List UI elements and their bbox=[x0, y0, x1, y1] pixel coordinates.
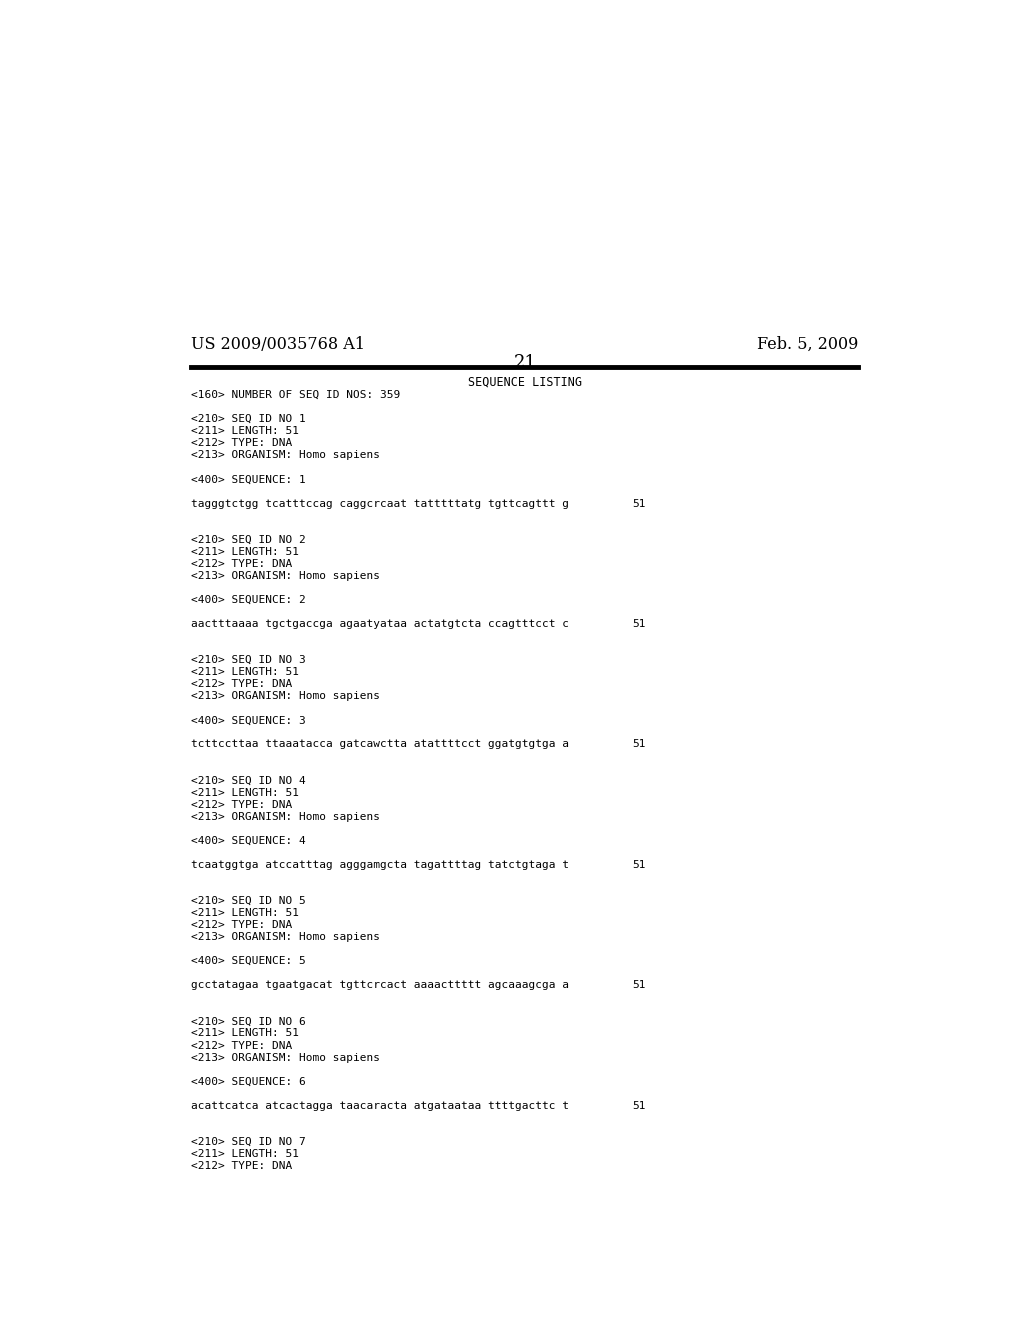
Text: 51: 51 bbox=[632, 981, 645, 990]
Text: <212> TYPE: DNA: <212> TYPE: DNA bbox=[191, 1040, 293, 1051]
Text: US 2009/0035768 A1: US 2009/0035768 A1 bbox=[191, 335, 366, 352]
Text: <211> LENGTH: 51: <211> LENGTH: 51 bbox=[191, 788, 299, 797]
Text: 51: 51 bbox=[632, 499, 645, 508]
Text: tcaatggtga atccatttag agggamgcta tagattttag tatctgtaga t: tcaatggtga atccatttag agggamgcta tagattt… bbox=[191, 859, 569, 870]
Text: <213> ORGANISM: Homo sapiens: <213> ORGANISM: Homo sapiens bbox=[191, 450, 381, 461]
Text: <212> TYPE: DNA: <212> TYPE: DNA bbox=[191, 1162, 293, 1171]
Text: 51: 51 bbox=[632, 859, 645, 870]
Text: tcttccttaa ttaaatacca gatcawctta atattttcct ggatgtgtga a: tcttccttaa ttaaatacca gatcawctta atatttt… bbox=[191, 739, 569, 750]
Text: <212> TYPE: DNA: <212> TYPE: DNA bbox=[191, 800, 293, 809]
Text: <210> SEQ ID NO 5: <210> SEQ ID NO 5 bbox=[191, 896, 306, 906]
Text: <210> SEQ ID NO 7: <210> SEQ ID NO 7 bbox=[191, 1137, 306, 1147]
Text: <210> SEQ ID NO 2: <210> SEQ ID NO 2 bbox=[191, 535, 306, 545]
Text: <210> SEQ ID NO 3: <210> SEQ ID NO 3 bbox=[191, 655, 306, 665]
Text: <212> TYPE: DNA: <212> TYPE: DNA bbox=[191, 558, 293, 569]
Text: aactttaaaa tgctgaccga agaatyataa actatgtcta ccagtttcct c: aactttaaaa tgctgaccga agaatyataa actatgt… bbox=[191, 619, 569, 630]
Text: <213> ORGANISM: Homo sapiens: <213> ORGANISM: Homo sapiens bbox=[191, 570, 381, 581]
Text: gcctatagaa tgaatgacat tgttcrcact aaaacttttt agcaaagcga a: gcctatagaa tgaatgacat tgttcrcact aaaactt… bbox=[191, 981, 569, 990]
Text: <211> LENGTH: 51: <211> LENGTH: 51 bbox=[191, 1028, 299, 1039]
Text: tagggtctgg tcatttccag caggcrcaat tatttttatg tgttcagttt g: tagggtctgg tcatttccag caggcrcaat tattttt… bbox=[191, 499, 569, 508]
Text: <400> SEQUENCE: 2: <400> SEQUENCE: 2 bbox=[191, 595, 306, 605]
Text: <400> SEQUENCE: 3: <400> SEQUENCE: 3 bbox=[191, 715, 306, 725]
Text: <211> LENGTH: 51: <211> LENGTH: 51 bbox=[191, 1148, 299, 1159]
Text: <210> SEQ ID NO 6: <210> SEQ ID NO 6 bbox=[191, 1016, 306, 1027]
Text: Feb. 5, 2009: Feb. 5, 2009 bbox=[757, 335, 858, 352]
Text: <211> LENGTH: 51: <211> LENGTH: 51 bbox=[191, 667, 299, 677]
Text: <160> NUMBER OF SEQ ID NOS: 359: <160> NUMBER OF SEQ ID NOS: 359 bbox=[191, 391, 400, 400]
Text: SEQUENCE LISTING: SEQUENCE LISTING bbox=[468, 376, 582, 389]
Text: <212> TYPE: DNA: <212> TYPE: DNA bbox=[191, 680, 293, 689]
Text: 51: 51 bbox=[632, 1101, 645, 1110]
Text: 51: 51 bbox=[632, 739, 645, 750]
Text: <212> TYPE: DNA: <212> TYPE: DNA bbox=[191, 438, 293, 449]
Text: 51: 51 bbox=[632, 619, 645, 630]
Text: <400> SEQUENCE: 1: <400> SEQUENCE: 1 bbox=[191, 474, 306, 484]
Text: <211> LENGTH: 51: <211> LENGTH: 51 bbox=[191, 546, 299, 557]
Text: <211> LENGTH: 51: <211> LENGTH: 51 bbox=[191, 908, 299, 917]
Text: <213> ORGANISM: Homo sapiens: <213> ORGANISM: Homo sapiens bbox=[191, 692, 381, 701]
Text: <210> SEQ ID NO 4: <210> SEQ ID NO 4 bbox=[191, 776, 306, 785]
Text: <210> SEQ ID NO 1: <210> SEQ ID NO 1 bbox=[191, 414, 306, 424]
Text: acattcatca atcactagga taacaracta atgataataa ttttgacttc t: acattcatca atcactagga taacaracta atgataa… bbox=[191, 1101, 569, 1110]
Text: <212> TYPE: DNA: <212> TYPE: DNA bbox=[191, 920, 293, 931]
Text: <213> ORGANISM: Homo sapiens: <213> ORGANISM: Homo sapiens bbox=[191, 812, 381, 821]
Text: <211> LENGTH: 51: <211> LENGTH: 51 bbox=[191, 426, 299, 437]
Text: <213> ORGANISM: Homo sapiens: <213> ORGANISM: Homo sapiens bbox=[191, 932, 381, 942]
Text: <400> SEQUENCE: 4: <400> SEQUENCE: 4 bbox=[191, 836, 306, 846]
Text: <400> SEQUENCE: 6: <400> SEQUENCE: 6 bbox=[191, 1077, 306, 1086]
Text: <213> ORGANISM: Homo sapiens: <213> ORGANISM: Homo sapiens bbox=[191, 1052, 381, 1063]
Text: <400> SEQUENCE: 5: <400> SEQUENCE: 5 bbox=[191, 956, 306, 966]
Text: 21: 21 bbox=[513, 354, 537, 372]
